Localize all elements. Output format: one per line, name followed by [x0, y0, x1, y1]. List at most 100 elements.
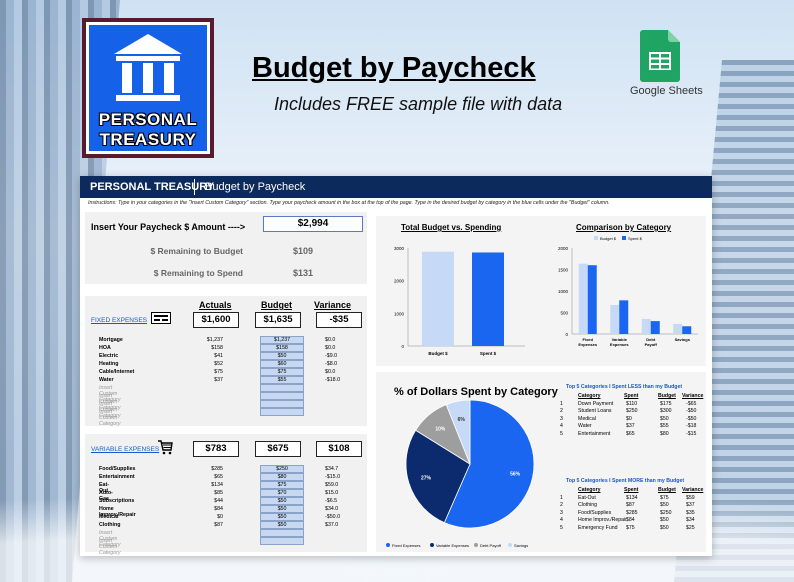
variance-value: $34.7	[325, 466, 339, 472]
table-cell: -$65	[686, 400, 697, 407]
budget-input[interactable]: $60	[260, 360, 304, 368]
logo-text-line1: PERSONAL	[98, 110, 198, 129]
google-sheets-icon	[640, 30, 680, 82]
fixed-expenses-link[interactable]: FIXED EXPENSES	[91, 317, 147, 324]
fixed-expenses-panel: Actuals Budget Variance FIXED EXPENSES $…	[85, 296, 367, 427]
pie-and-tables-panel: % of Dollars Spent by Category 56% 27% 10%…	[376, 372, 706, 552]
table-cell: -$50	[686, 408, 697, 414]
table-row: 1 Eat-Out $134 $75 $59	[556, 495, 706, 503]
budget-input[interactable]: $70	[260, 489, 304, 497]
actual-value: $52	[214, 361, 223, 367]
col-actuals-header: Actuals	[199, 300, 232, 310]
fixed-budget-total: $1,635	[255, 312, 301, 328]
budget-input[interactable]	[260, 529, 304, 537]
legend-swatch	[594, 236, 598, 240]
legend-swatch	[430, 543, 434, 547]
legend-label: Savings	[514, 543, 528, 548]
budget-input[interactable]	[260, 392, 304, 400]
category-name: Insert Custom Category	[99, 385, 121, 403]
budget-input[interactable]: $80	[260, 473, 304, 481]
pie-label: 56%	[510, 471, 521, 477]
category-name: Entertainment	[99, 474, 135, 480]
variable-budget-total: $675	[255, 441, 301, 457]
fixed-variance-total: -$35	[316, 312, 362, 328]
table-cell: $0	[626, 415, 632, 422]
table-row: 4 Water $37 $55 -$18	[556, 423, 706, 431]
table-cell: $250	[660, 509, 672, 516]
actual-value: $37	[214, 377, 223, 383]
bar	[619, 300, 629, 334]
actual-value: $85	[214, 490, 223, 496]
bar	[578, 263, 588, 334]
top5-more-table: Category Spent Budget Variance 1 Eat-Out $134 $…	[556, 487, 706, 532]
instructions: Instructions: Type in your categories in…	[88, 200, 610, 206]
actual-value: $0	[217, 514, 223, 520]
legend-label: Budget $	[600, 236, 617, 241]
budget-input[interactable]: $158	[260, 344, 304, 352]
category-name: Insert Custom Category	[99, 538, 121, 556]
shopping-cart-icon	[157, 439, 173, 458]
budget-input[interactable]: $50	[260, 513, 304, 521]
budget-input[interactable]: $55	[260, 376, 304, 384]
table-cell: 3	[560, 509, 563, 516]
budget-input[interactable]: $50	[260, 505, 304, 513]
table-cell: $84	[626, 517, 635, 523]
category-name: Cable/Internet	[99, 369, 135, 375]
y-tick-label: 0	[401, 344, 404, 349]
table-row: 5 Entertainment $65 $80 -$15	[556, 431, 706, 439]
remaining-spend-label: $ Remaining to Spend	[153, 268, 243, 278]
table-cell: $37	[626, 423, 635, 429]
budget-input[interactable]: $1,237	[260, 336, 304, 344]
table-cell: 2	[560, 408, 563, 414]
variable-actuals-total: $783	[193, 441, 239, 457]
actual-value: $65	[214, 474, 223, 480]
table-cell: Clothing	[578, 502, 598, 508]
budget-input[interactable]	[260, 400, 304, 408]
table-cell: 4	[560, 423, 563, 429]
budget-input[interactable]: $50	[260, 521, 304, 529]
sheet-name: Budget by Paycheck	[205, 181, 306, 193]
table-cell: 1	[560, 494, 563, 501]
variance-value: -$18.0	[325, 377, 341, 383]
x-tick-label: Fixed Expenses	[578, 337, 597, 347]
budget-input[interactable]	[260, 408, 304, 416]
bar	[682, 326, 692, 334]
paycheck-amount-input[interactable]: $2,994	[263, 216, 363, 232]
budget-input[interactable]	[260, 537, 304, 545]
category-name: Mortgage	[99, 337, 123, 343]
budget-input[interactable]: $75	[260, 368, 304, 376]
table-row: 2 Clothing $87 $50 $37	[556, 502, 706, 510]
budget-input[interactable]: $50	[260, 497, 304, 505]
pie-slice	[443, 400, 535, 529]
table-row: 5 Emergency Fund $75 $50 $25	[556, 525, 706, 533]
legend-label: Variable Expenses	[436, 543, 469, 548]
x-tick-label: Debt Payoff	[645, 337, 658, 347]
table-cell: $35	[686, 509, 695, 516]
table-header-row: Category Spent Budget Variance	[556, 487, 706, 495]
actual-value: $75	[214, 369, 223, 375]
sheet-header: PERSONAL TREASURY Budget by Paycheck	[80, 176, 712, 198]
legend-label: Spent $	[628, 236, 643, 241]
budget-input[interactable]: $75	[260, 481, 304, 489]
table-row: 3 Food/Supplies $285 $250 $35	[556, 510, 706, 518]
budget-input[interactable]: $50	[260, 352, 304, 360]
variable-expenses-link[interactable]: VARIABLE EXPENSES	[91, 446, 160, 453]
variance-value: -$15.0	[325, 474, 341, 480]
variance-value: -$50.0	[325, 514, 341, 520]
budget-input[interactable]: $250	[260, 465, 304, 473]
table-cell: $75	[660, 494, 669, 501]
logo-text-line2: TREASURY	[99, 130, 197, 149]
table-header: Spent	[624, 393, 639, 399]
table-cell: $110	[626, 400, 638, 407]
variance-value: $59.0	[325, 482, 339, 488]
google-sheets-label: Google Sheets	[630, 85, 703, 97]
page-subtitle: Includes FREE sample file with data	[274, 94, 563, 114]
category-name: Eat-Out	[99, 482, 110, 494]
budget-input[interactable]	[260, 384, 304, 392]
table-cell: $300	[660, 408, 672, 414]
table-cell: Medical	[578, 415, 596, 422]
table-cell: $250	[626, 408, 638, 414]
top5-less-title: Top 5 Categories I Spent LESS than my Bu…	[566, 384, 683, 390]
table-cell: 1	[560, 400, 563, 407]
legend-swatch	[508, 543, 512, 547]
